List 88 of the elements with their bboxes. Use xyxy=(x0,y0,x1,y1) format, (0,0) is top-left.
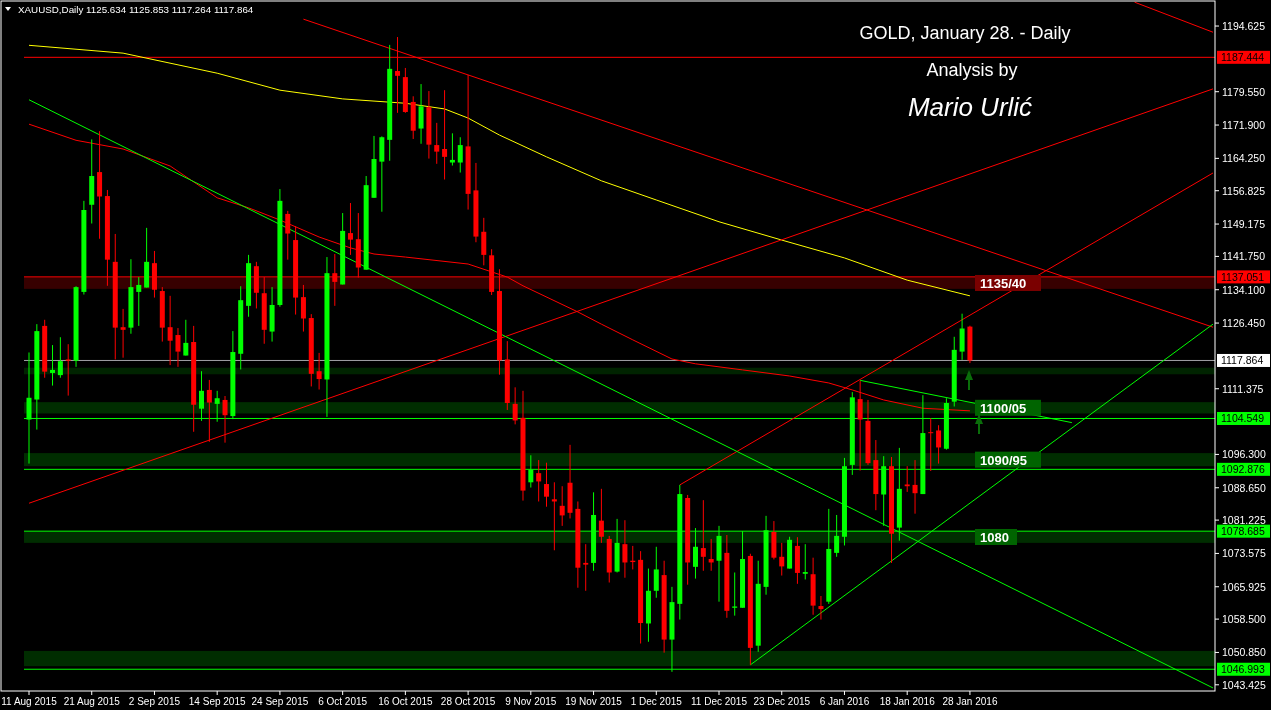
band-label: 1090/95 xyxy=(980,452,1027,468)
candlestick xyxy=(936,424,942,465)
candlestick xyxy=(598,488,604,544)
y-tick-label: 1164.250 xyxy=(1222,152,1266,165)
candlestick xyxy=(779,542,785,577)
candlestick xyxy=(418,83,424,145)
candlestick xyxy=(222,395,228,444)
candlestick xyxy=(551,481,557,551)
x-tick-label: 1 Dec 2015 xyxy=(630,696,683,707)
candlestick xyxy=(583,543,589,592)
candlestick xyxy=(449,132,455,167)
y-tick-label: 1043.425 xyxy=(1222,678,1266,691)
ref-line-label: 1104.549 xyxy=(1221,412,1265,425)
candlestick xyxy=(316,352,322,390)
y-tick-label: 1126.450 xyxy=(1222,317,1266,330)
band-label: 1080 xyxy=(980,529,1009,545)
x-tick-label: 28 Jan 2016 xyxy=(942,696,998,707)
candlestick xyxy=(802,543,808,580)
y-tick-label: 1065.925 xyxy=(1222,580,1266,593)
candlestick xyxy=(544,462,550,508)
candlestick xyxy=(512,386,518,425)
text: Analysis by xyxy=(926,60,1018,80)
y-tick-label: 1134.100 xyxy=(1222,283,1266,296)
candlestick xyxy=(300,284,306,333)
band-label: 1135/40 xyxy=(980,275,1027,291)
candlestick xyxy=(732,571,738,617)
x-tick-label: 11 Dec 2015 xyxy=(691,696,748,707)
candlestick xyxy=(959,313,965,361)
x-tick-label: 19 Nov 2015 xyxy=(565,696,623,707)
candlestick xyxy=(434,122,440,165)
y-tick-label: 1156.825 xyxy=(1222,184,1266,197)
candlestick xyxy=(653,546,659,599)
candlestick xyxy=(442,89,448,180)
text: GOLD, January 28. - Daily xyxy=(859,23,1071,43)
candlestick xyxy=(175,327,181,368)
ref-line-label: 1117.864 xyxy=(1221,354,1264,367)
x-tick-label: 28 Oct 2015 xyxy=(440,696,496,707)
x-tick-label: 6 Jan 2016 xyxy=(819,696,870,707)
candlestick xyxy=(50,344,56,387)
ref-line-label: 1046.993 xyxy=(1221,663,1265,676)
candlestick xyxy=(57,336,63,379)
candlestick xyxy=(481,217,487,266)
annotation: Mario Urlić xyxy=(907,92,1033,122)
x-tick-label: 21 Aug 2015 xyxy=(63,696,121,707)
y-tick-label: 1149.175 xyxy=(1222,218,1266,231)
y-tick-label: 1141.750 xyxy=(1222,250,1266,263)
x-tick-label: 23 Dec 2015 xyxy=(753,696,811,707)
y-tick-label: 1194.625 xyxy=(1222,20,1266,33)
y-tick-label: 1050.850 xyxy=(1222,646,1266,659)
y-tick-label: 1096.300 xyxy=(1222,448,1266,461)
y-tick-label: 1179.550 xyxy=(1222,85,1266,98)
candlestick xyxy=(206,379,212,443)
candlestick xyxy=(347,202,353,256)
candlestick xyxy=(700,499,706,572)
candlestick xyxy=(622,519,628,579)
x-tick-label: 2 Sep 2015 xyxy=(128,696,181,707)
candlestick xyxy=(559,485,565,527)
candlestick xyxy=(120,308,126,359)
band-label: 1100/05 xyxy=(980,400,1027,416)
candlestick xyxy=(904,465,910,493)
x-tick-label: 18 Jan 2016 xyxy=(879,696,936,707)
y-tick-label: 1111.375 xyxy=(1222,382,1264,395)
y-tick-label: 1058.500 xyxy=(1222,613,1266,626)
candlestick xyxy=(65,343,71,397)
ref-line-label: 1137.051 xyxy=(1221,270,1265,283)
x-tick-label: 9 Nov 2015 xyxy=(505,696,557,707)
candlestick xyxy=(457,136,463,174)
candlestick xyxy=(136,276,142,327)
candlestick xyxy=(285,210,291,261)
y-tick-label: 1081.225 xyxy=(1222,514,1266,527)
ref-line-label: 1092.876 xyxy=(1221,463,1265,476)
candlestick xyxy=(818,595,824,621)
candlestick xyxy=(536,459,542,502)
ref-line-label: 1078.685 xyxy=(1221,525,1265,538)
x-tick-label: 11 Aug 2015 xyxy=(1,696,58,707)
ref-line-label: 1187.444 xyxy=(1221,51,1265,64)
candlestick xyxy=(167,295,173,366)
candlestick xyxy=(928,417,934,472)
x-tick-label: 6 Oct 2015 xyxy=(318,696,368,707)
x-tick-label: 16 Oct 2015 xyxy=(378,696,434,707)
candlestick xyxy=(912,459,918,515)
x-tick-label: 14 Sep 2015 xyxy=(188,696,246,707)
y-tick-label: 1088.650 xyxy=(1222,481,1266,494)
y-tick-label: 1171.900 xyxy=(1222,119,1266,132)
y-tick-label: 1073.575 xyxy=(1222,547,1266,560)
x-tick-label: 24 Sep 2015 xyxy=(251,696,309,707)
annotation: XAUUSD,Daily 1125.634 1125.853 1117.264 1117.864 xyxy=(18,4,254,15)
candlestick xyxy=(183,319,189,357)
